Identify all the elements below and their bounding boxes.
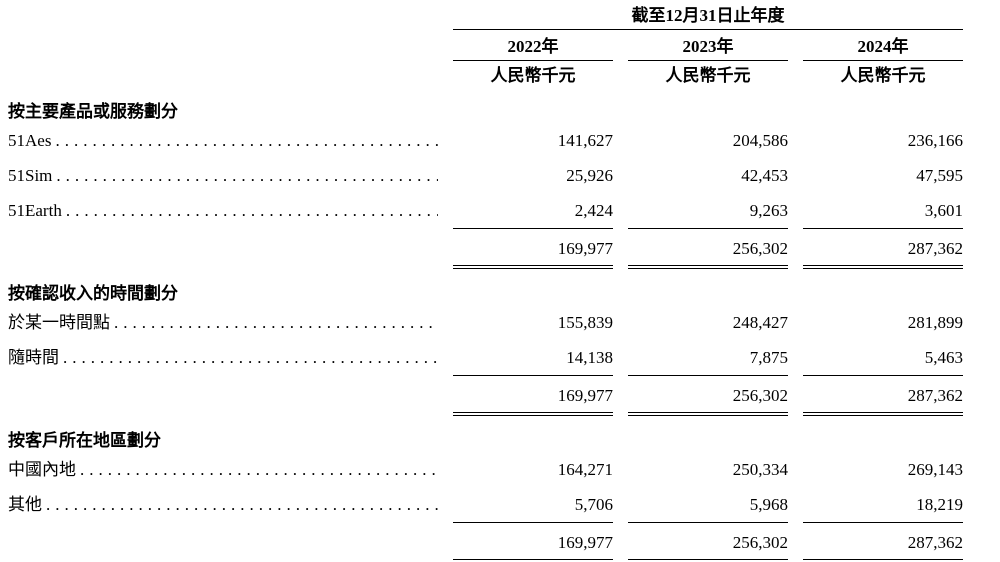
section-title: 按主要產品或服務劃分 — [8, 102, 178, 121]
total-row: 169,977 256,302 287,362 — [8, 229, 963, 269]
unit-header: 人民幣千元 — [665, 66, 751, 85]
table-row: 於某一時間點 155,839 248,427 281,899 — [8, 305, 963, 340]
section-title: 按確認收入的時間劃分 — [8, 284, 178, 303]
total-row: 169,977 256,302 287,362 — [8, 523, 963, 562]
section-title: 按客戶所在地區劃分 — [8, 431, 161, 450]
value-cell: 204,586 — [732, 131, 788, 150]
table-row: 51Aes 141,627 204,586 236,166 — [8, 123, 963, 158]
dot-leader — [59, 340, 438, 375]
table-row: 中國內地 164,271 250,334 269,143 — [8, 452, 963, 487]
row-label: 隨時間 — [8, 340, 438, 375]
value-cell: 25,926 — [566, 166, 613, 185]
table-header-unit-row: 人民幣千元 人民幣千元 人民幣千元 — [8, 61, 963, 87]
dot-leader — [62, 193, 438, 228]
value-cell: 141,627 — [557, 131, 613, 150]
total-cell: 256,302 — [628, 523, 788, 562]
value-cell: 155,839 — [557, 313, 613, 332]
total-cell: 287,362 — [803, 229, 963, 269]
table-header-year-row: 2022年 2023年 2024年 — [8, 30, 963, 61]
value-cell: 9,263 — [628, 193, 788, 229]
unit-header: 人民幣千元 — [840, 66, 926, 85]
value-cell: 42,453 — [741, 166, 788, 185]
value-cell: 281,899 — [907, 313, 963, 332]
value-cell: 5,463 — [803, 340, 963, 376]
table-row: 51Earth 2,424 9,263 3,601 — [8, 193, 963, 229]
total-cell: 169,977 — [453, 376, 613, 416]
year-header-2023: 2023年 — [628, 30, 788, 61]
value-cell: 164,271 — [557, 460, 613, 479]
total-cell: 287,362 — [803, 523, 963, 562]
value-cell: 248,427 — [732, 313, 788, 332]
total-cell: 256,302 — [628, 229, 788, 269]
dot-leader — [51, 123, 438, 158]
table-row: 51Sim 25,926 42,453 47,595 — [8, 158, 963, 193]
total-cell: 287,362 — [803, 376, 963, 416]
value-cell: 236,166 — [907, 131, 963, 150]
year-header-2024: 2024年 — [803, 30, 963, 61]
value-cell: 269,143 — [907, 460, 963, 479]
year-header-2022: 2022年 — [453, 30, 613, 61]
total-cell: 256,302 — [628, 376, 788, 416]
dot-leader — [52, 158, 438, 193]
dot-leader — [110, 305, 438, 340]
value-cell: 250,334 — [732, 460, 788, 479]
value-cell: 3,601 — [803, 193, 963, 229]
row-label: 51Sim — [8, 158, 438, 193]
row-label: 於某一時間點 — [8, 305, 438, 340]
value-cell: 47,595 — [916, 166, 963, 185]
value-cell: 7,875 — [628, 340, 788, 376]
dot-leader — [76, 452, 438, 487]
row-label: 51Aes — [8, 123, 438, 158]
row-label: 其他 — [8, 487, 438, 522]
row-label: 中國內地 — [8, 452, 438, 487]
total-row: 169,977 256,302 287,362 — [8, 376, 963, 416]
value-cell: 5,706 — [453, 487, 613, 523]
table-row: 隨時間 14,138 7,875 5,463 — [8, 340, 963, 376]
total-cell: 169,977 — [453, 523, 613, 562]
table-row: 其他 5,706 5,968 18,219 — [8, 487, 963, 523]
unit-header: 人民幣千元 — [490, 66, 576, 85]
dot-leader — [42, 487, 438, 522]
total-cell: 169,977 — [453, 229, 613, 269]
value-cell: 14,138 — [453, 340, 613, 376]
value-cell: 18,219 — [803, 487, 963, 523]
table-header-period-row: 截至12月31日止年度 — [8, 6, 963, 30]
value-cell: 5,968 — [628, 487, 788, 523]
period-header: 截至12月31日止年度 — [453, 6, 963, 30]
value-cell: 2,424 — [453, 193, 613, 229]
row-label: 51Earth — [8, 193, 438, 228]
